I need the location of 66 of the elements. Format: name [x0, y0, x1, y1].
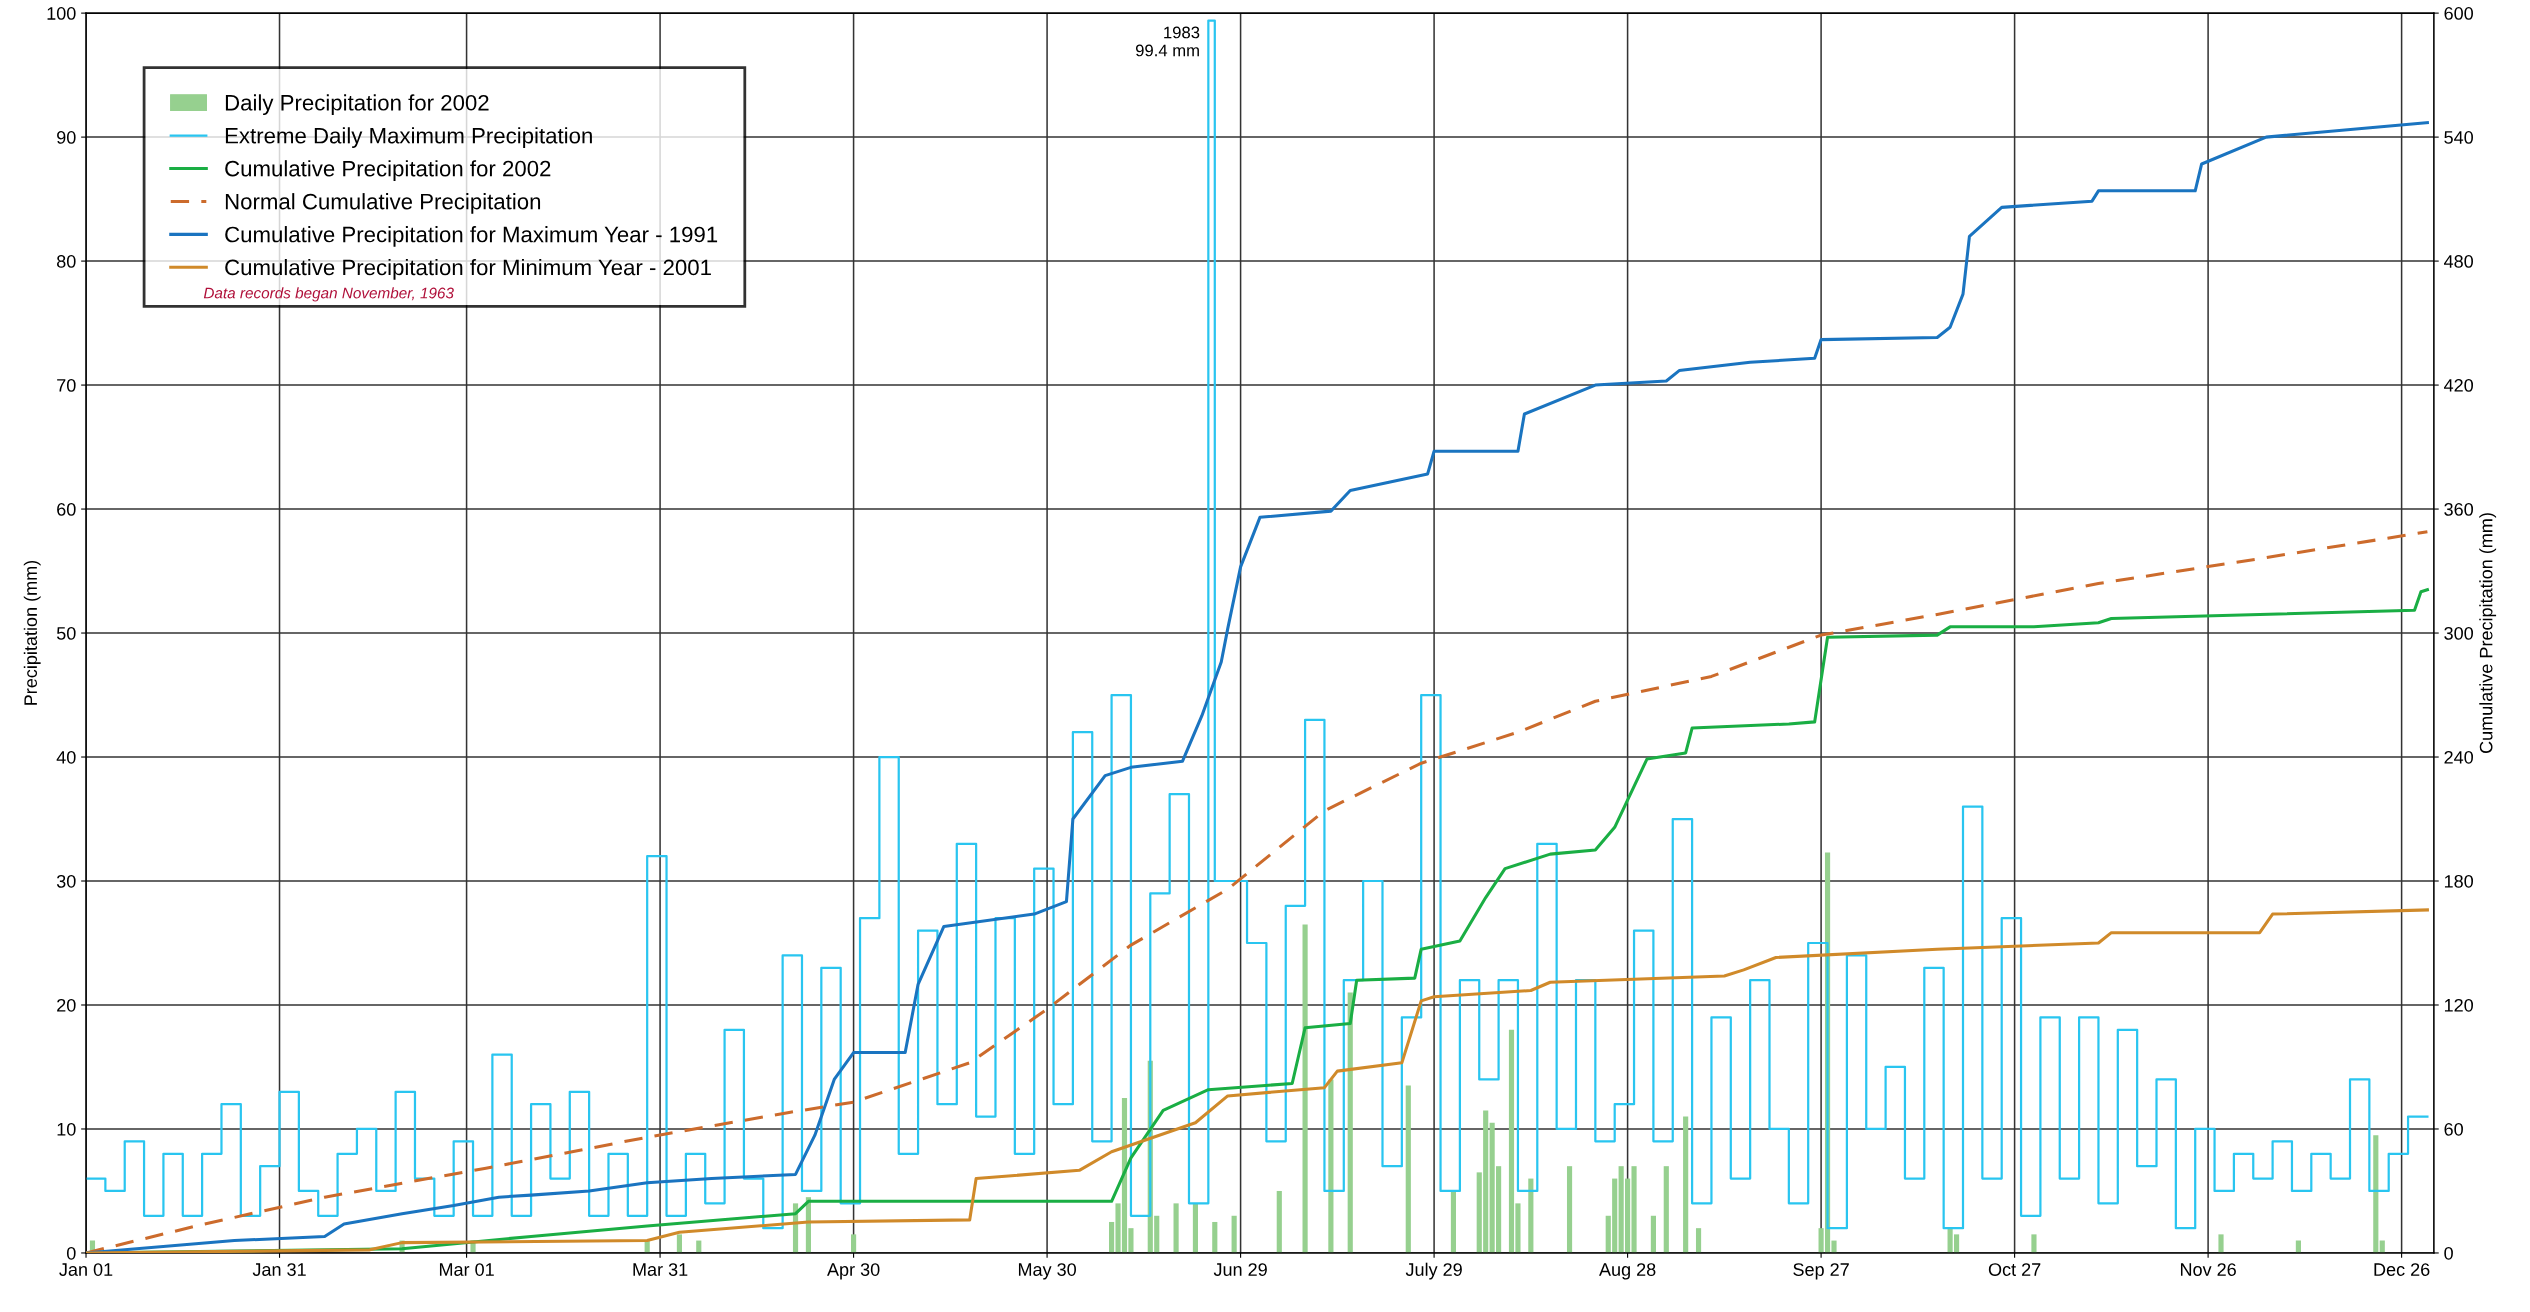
y-tick-label: 50 — [56, 626, 76, 640]
y-tick-label: 10 — [57, 1122, 76, 1136]
bar — [1212, 1221, 1218, 1253]
bar — [1328, 1079, 1334, 1253]
x-tick-label: Apr 30 — [827, 1263, 880, 1280]
x-tick-label: Aug 28 — [1599, 1263, 1656, 1280]
legend-label: Cumulative Precipitation for Maximum Year - 1991 — [225, 226, 718, 247]
legend-label: Cumulative Precipitation for 2002 — [225, 160, 551, 181]
y-tick-label: 100 — [47, 7, 76, 20]
y-tick-label: 70 — [57, 379, 76, 392]
bar — [1566, 1166, 1573, 1253]
y2-tick-label: 480 — [2444, 255, 2473, 268]
bar — [2031, 1234, 2037, 1253]
y-tick-label: 60 — [57, 502, 76, 516]
legend-label: Normal Cumulative Precipitation — [225, 193, 541, 214]
annotation: 1983 99.4 mm — [1135, 26, 1200, 57]
x-tick-label: May 30 — [1018, 1263, 1076, 1280]
bar — [1302, 924, 1308, 1253]
y2-tick-label: 240 — [2444, 750, 2473, 764]
bar — [1276, 1190, 1282, 1253]
legend-label: Cumulative Precipitation for Minimum Year - 2001 — [225, 258, 711, 280]
bar — [1683, 1116, 1689, 1253]
y2-tick-label: 120 — [2444, 998, 2473, 1012]
y2-tick-label: 60 — [2444, 1122, 2463, 1136]
y2-tick-label: 180 — [2444, 874, 2473, 888]
y2-tick-label: 600 — [2444, 7, 2473, 20]
bar — [2373, 1135, 2379, 1253]
x-tick-label: Dec 26 — [2374, 1263, 2430, 1276]
legend-label: Daily Precipitation for 2002 — [225, 94, 489, 116]
bar — [1450, 1190, 1457, 1253]
x-tick-label: Sep 27 — [1793, 1263, 1849, 1280]
x-tick-label: Mar 31 — [633, 1263, 688, 1276]
y-tick-label: 90 — [57, 131, 76, 144]
y2-tick-label: 0 — [2444, 1246, 2453, 1260]
bar — [1695, 1228, 1702, 1253]
bar — [1173, 1203, 1179, 1253]
bar — [1231, 1215, 1237, 1253]
y-tick-label: 20 — [57, 998, 76, 1012]
y2-tick-label: 420 — [2444, 379, 2473, 392]
legend-label: Extreme Daily Maximum Precipitation — [225, 127, 592, 148]
y-axis-title: Precipitation (mm) — [23, 560, 41, 705]
bar — [851, 1234, 857, 1253]
x-tick-label: Mar 01 — [439, 1263, 494, 1276]
bar — [1650, 1215, 1656, 1253]
y-tick-label: 80 — [57, 255, 76, 268]
y-tick-label: 30 — [56, 874, 76, 888]
bar — [1347, 992, 1353, 1253]
x-tick-label: Jan 01 — [59, 1263, 113, 1276]
annotation: Data records began November, 1963 — [203, 287, 454, 302]
bar — [676, 1234, 683, 1253]
x-tick-label: Oct 27 — [1988, 1263, 2041, 1276]
x-tick-label: Nov 26 — [2180, 1263, 2236, 1276]
x-tick-label: July 29 — [1405, 1262, 1462, 1280]
y-tick-label: 0 — [66, 1246, 76, 1260]
y2-tick-label: 360 — [2444, 502, 2473, 516]
bar — [1528, 1178, 1534, 1253]
y2-tick-label: 300 — [2444, 626, 2473, 640]
bar — [1405, 1085, 1411, 1253]
bar — [1663, 1166, 1669, 1253]
x-tick-label: Jan 31 — [252, 1263, 306, 1276]
bar — [2218, 1234, 2224, 1253]
y2-tick-label: 540 — [2444, 131, 2473, 144]
y2-axis-title: Cumulative Precipitation (mm) — [2479, 513, 2497, 754]
y-tick-label: 40 — [56, 750, 76, 764]
x-tick-label: Jun 29 — [1213, 1263, 1267, 1276]
bar — [1192, 1203, 1199, 1253]
